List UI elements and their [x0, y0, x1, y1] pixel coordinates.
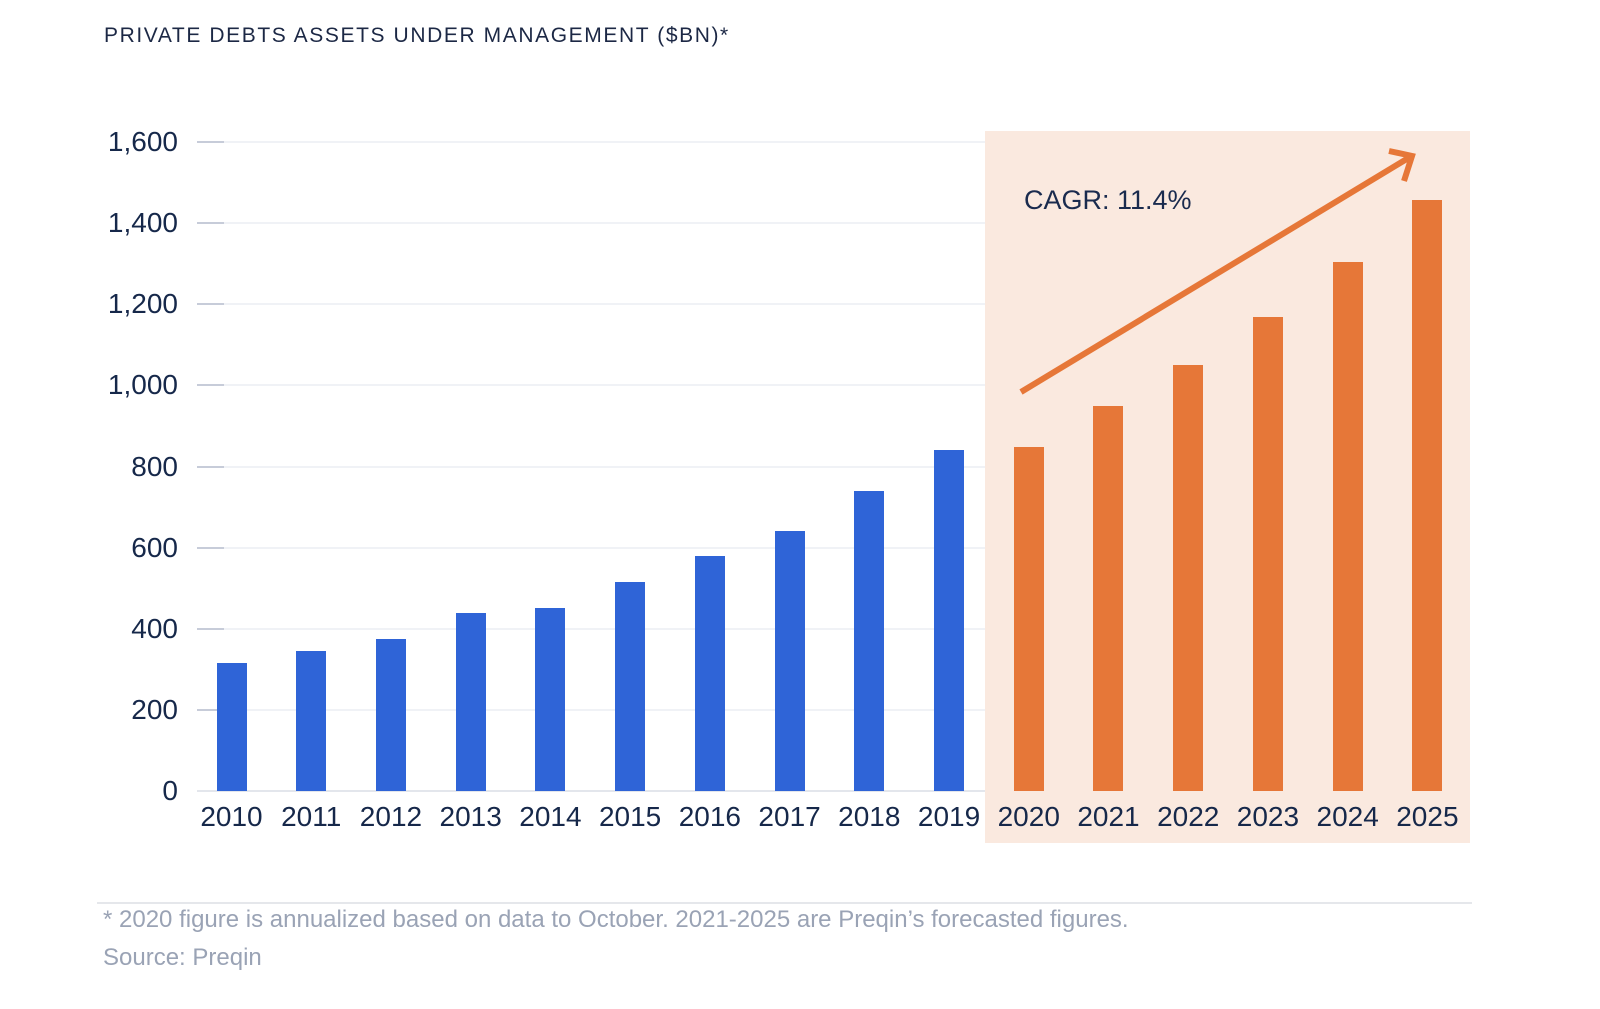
y-tick-label: 1,600 — [107, 126, 178, 157]
gridline — [224, 222, 1470, 225]
y-tick-label: 200 — [131, 693, 178, 725]
chart-title: PRIVATE DEBTS ASSETS UNDER MANAGEMENT ($… — [104, 24, 730, 47]
x-label-2022: 2022 — [1157, 801, 1220, 832]
y-tick-mark — [197, 303, 224, 306]
y-tick-mark — [197, 546, 224, 549]
forecast-region-background — [985, 131, 1470, 843]
x-label-2016: 2016 — [678, 801, 741, 832]
x-label-2024: 2024 — [1316, 801, 1379, 832]
bar-2016 — [694, 555, 725, 791]
bar-2014 — [535, 608, 566, 791]
footer-divider — [97, 902, 1472, 904]
y-tick-mark — [197, 627, 224, 630]
gridline — [224, 627, 1470, 630]
bar-2019 — [934, 450, 965, 791]
bar-2018 — [854, 490, 885, 791]
bar-2010 — [216, 663, 247, 791]
bar-2021 — [1093, 405, 1124, 791]
y-tick-mark — [197, 141, 224, 143]
gridline — [224, 384, 1470, 387]
source-credit: Source: Preqin — [103, 944, 262, 971]
x-label-2011: 2011 — [281, 801, 342, 832]
footnote: * 2020 figure is annualized based on dat… — [103, 906, 1129, 933]
cagr-annotation: CAGR: 11.4% — [1024, 185, 1192, 215]
y-tick-mark — [197, 222, 224, 225]
bar-2015 — [615, 582, 646, 791]
bar-2020 — [1013, 447, 1044, 791]
y-tick-label: 600 — [131, 531, 178, 563]
x-label-2019: 2019 — [917, 801, 981, 832]
bar-2022 — [1173, 365, 1204, 791]
y-tick-label: 800 — [131, 450, 178, 482]
x-label-2018: 2018 — [838, 801, 901, 832]
x-label-2017: 2017 — [758, 801, 821, 832]
x-label-2012: 2012 — [359, 801, 423, 832]
x-label-2013: 2013 — [439, 801, 502, 832]
x-label-2025: 2025 — [1396, 801, 1459, 832]
x-label-2015: 2015 — [598, 801, 662, 832]
y-tick-mark — [197, 708, 224, 711]
x-label-2014: 2014 — [519, 801, 582, 832]
bar-2012 — [375, 638, 406, 791]
x-label-2023: 2023 — [1236, 801, 1300, 832]
gridline — [224, 465, 1470, 468]
bar-2011 — [296, 651, 327, 791]
gridline — [224, 303, 1470, 306]
bar-2024 — [1332, 261, 1363, 791]
y-tick-label: 0 — [162, 775, 178, 806]
y-tick-label: 1,200 — [107, 288, 178, 320]
bar-2017 — [774, 531, 805, 791]
bar-2013 — [455, 612, 486, 791]
bar-2023 — [1252, 317, 1283, 791]
x-label-2010: 2010 — [200, 801, 263, 832]
x-label-2020: 2020 — [997, 801, 1060, 832]
gridline — [224, 708, 1470, 711]
x-axis-line — [197, 790, 1470, 792]
gridline — [224, 546, 1470, 549]
bar-2025 — [1412, 200, 1443, 791]
y-tick-label: 400 — [131, 612, 178, 644]
y-tick-label: 1,000 — [107, 369, 178, 401]
gridline — [224, 141, 1470, 143]
y-tick-mark — [197, 465, 224, 468]
y-tick-label: 1,400 — [107, 207, 178, 239]
y-tick-mark — [197, 384, 224, 387]
x-label-2021: 2021 — [1077, 801, 1140, 832]
